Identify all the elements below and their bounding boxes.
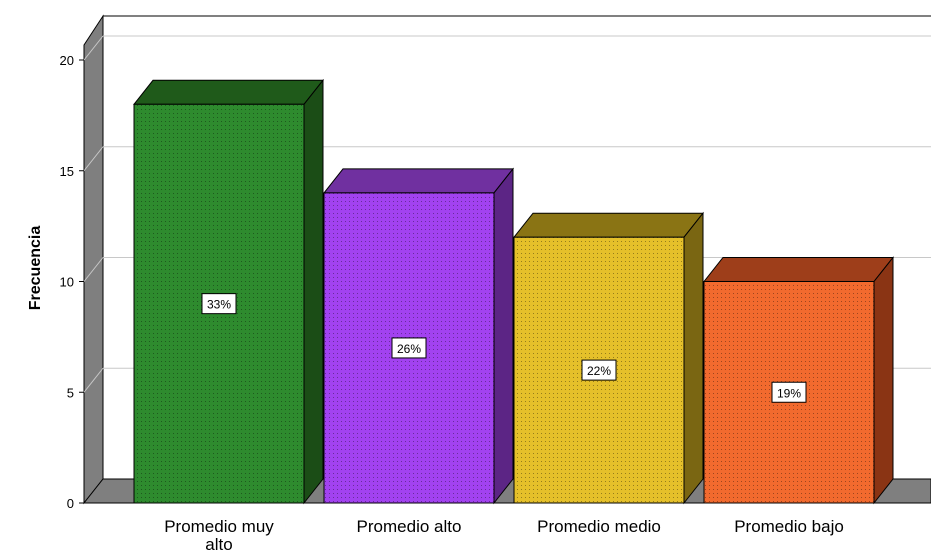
data-label-box (201, 293, 237, 315)
data-label-text: 22% (587, 364, 611, 378)
data-label: 26% (391, 337, 427, 359)
bar: 22% (512, 211, 705, 505)
x-tick-label: Promedio bajo (734, 517, 844, 536)
bar-side (873, 256, 894, 505)
x-tick-label: Promedio muy alto (164, 517, 274, 554)
data-label: 33% (201, 293, 237, 315)
gridline-side (83, 146, 104, 172)
y-axis-ticks: 0 5 10 15 20 (60, 53, 84, 511)
data-label-box (391, 337, 427, 359)
gridline-side (83, 257, 104, 282)
bar-top (512, 212, 705, 238)
side-wall (83, 14, 104, 505)
bar: 26% (322, 167, 515, 505)
y-tick-label: 0 (67, 496, 74, 511)
data-label-text: 19% (777, 386, 801, 400)
data-label-text: 33% (207, 298, 231, 312)
bar-side (493, 167, 514, 505)
x-tick-label: Promedio alto (357, 517, 462, 536)
x-axis-labels: Promedio muy alto Promedio alto Promedio me… (164, 517, 844, 554)
gridline-side (83, 35, 104, 61)
bar-top (132, 79, 325, 105)
y-tick-label: 5 (67, 385, 74, 400)
bar: 19% (702, 256, 895, 505)
y-axis-label: Frecuencia (27, 226, 44, 311)
data-label-text: 26% (397, 342, 421, 356)
bar-side (303, 78, 324, 505)
data-label-box (581, 359, 617, 381)
data-label: 19% (771, 381, 807, 403)
x-tick-label: Promedio medio (537, 517, 661, 536)
data-label: 22% (581, 359, 617, 381)
bar-top (322, 168, 515, 194)
data-label-box (771, 381, 807, 403)
y-tick-label: 10 (60, 275, 74, 290)
bar-side (683, 211, 704, 505)
y-tick-label: 15 (60, 164, 74, 179)
bar: 33% (132, 78, 325, 505)
bars: 33% 26% 22% 19% (132, 78, 895, 505)
bar-top (702, 257, 895, 282)
y-tick-label: 20 (60, 53, 74, 68)
gridline-side (83, 367, 104, 393)
